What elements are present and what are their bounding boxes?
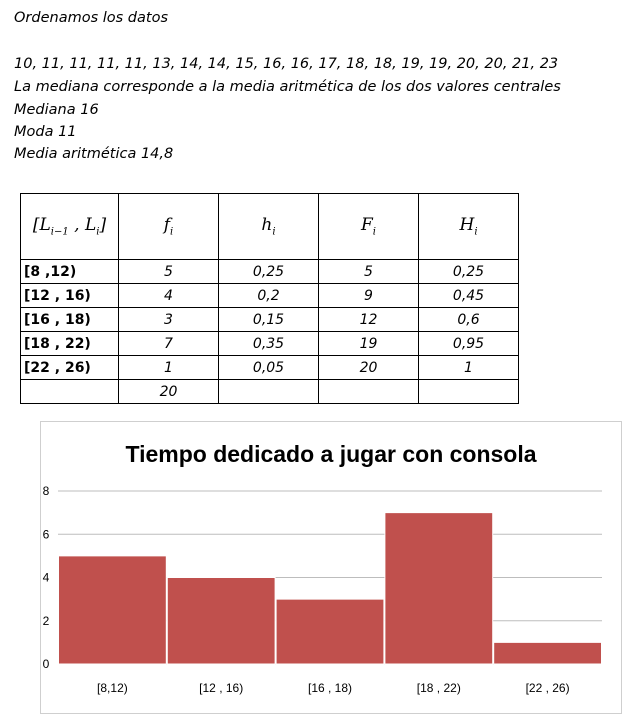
table-cell: 1: [418, 355, 519, 380]
table-cell: 0,15: [218, 307, 319, 332]
table-cell: [18 , 22): [20, 331, 119, 356]
heading-text: Ordenamos los datos: [14, 10, 168, 26]
table-cell: 0,25: [418, 259, 519, 284]
header-Fi: Fi: [318, 193, 419, 260]
histogram-bar: [493, 641, 603, 665]
header-Hi: Hi: [418, 193, 519, 260]
table-total-row: 20: [20, 379, 519, 404]
table-cell: [418, 379, 519, 404]
x-tick-label: [16 , 18): [308, 681, 352, 695]
y-tick-label: 2: [43, 614, 50, 628]
histogram-bar: [166, 577, 276, 665]
y-tick-label: 0: [43, 657, 50, 671]
table-cell: 3: [118, 307, 219, 332]
table-cell: 12: [318, 307, 419, 332]
median-note-line: La mediana corresponde a la media aritmé…: [14, 79, 561, 95]
median-line: Mediana 16: [14, 102, 99, 118]
table-header-row: [Li−1 , Li] fi hi Fi Hi: [20, 193, 519, 260]
table-cell: 0,45: [418, 283, 519, 308]
table-cell: 5: [318, 259, 419, 284]
chart-svg: Tiempo dedicado a jugar con consola 0 2 4 6…: [43, 441, 603, 695]
table-cell: 0,05: [218, 355, 319, 380]
table-cell: 7: [118, 331, 219, 356]
table-cell: 0,35: [218, 331, 319, 356]
x-tick-label: [8,12): [97, 681, 128, 695]
header-hi: hi: [218, 193, 319, 260]
table-row: [16 , 18) 3 0,15 12 0,6: [20, 307, 519, 332]
table-cell: 4: [118, 283, 219, 308]
table-cell: [218, 379, 319, 404]
x-tick-label: [22 , 26): [526, 681, 570, 695]
table-cell: [8 ,12): [20, 259, 119, 284]
y-tick-label: 6: [43, 527, 50, 541]
table-cell: 0,25: [218, 259, 319, 284]
table-cell: [12 , 16): [20, 283, 119, 308]
histogram-bar: [384, 512, 494, 665]
y-tick-label: 8: [43, 484, 50, 498]
table-cell: 0,2: [218, 283, 319, 308]
table-cell: [22 , 26): [20, 355, 119, 380]
chart-title: Tiempo dedicado a jugar con consola: [125, 441, 536, 467]
table-cell: [16 , 18): [20, 307, 119, 332]
header-fi: fi: [118, 193, 219, 260]
table-row: [18 , 22) 7 0,35 19 0,95: [20, 331, 519, 356]
x-tick-label: [18 , 22): [417, 681, 461, 695]
table-cell: [20, 379, 119, 404]
sorted-data-line: 10, 11, 11, 11, 11, 13, 14, 14, 15, 16, …: [14, 56, 559, 72]
x-tick-label: [12 , 16): [199, 681, 243, 695]
table-cell: 0,95: [418, 331, 519, 356]
table-cell: 5: [118, 259, 219, 284]
histogram-chart: Tiempo dedicado a jugar con consola 0 2 4 6…: [40, 421, 622, 714]
table-row: [12 , 16) 4 0,2 9 0,45: [20, 283, 519, 308]
table-row: [22 , 26) 1 0,05 20 1: [20, 355, 519, 380]
table-cell: [318, 379, 419, 404]
table-cell: 1: [118, 355, 219, 380]
table-cell: 19: [318, 331, 419, 356]
y-tick-label: 4: [43, 571, 50, 585]
histogram-bar: [275, 598, 385, 665]
table-cell: 9: [318, 283, 419, 308]
mode-line: Moda 11: [14, 124, 77, 140]
frequency-table: [Li−1 , Li] fi hi Fi Hi [8 ,12) 5 0,25 5…: [20, 193, 519, 404]
table-row: [8 ,12) 5 0,25 5 0,25: [20, 259, 519, 284]
table-cell: 20: [318, 355, 419, 380]
total-cell: 20: [118, 379, 219, 404]
table-cell: 0,6: [418, 307, 519, 332]
histogram-bar: [58, 555, 167, 665]
header-interval: [Li−1 , Li]: [20, 193, 119, 260]
mean-line: Media aritmética 14,8: [14, 146, 174, 162]
